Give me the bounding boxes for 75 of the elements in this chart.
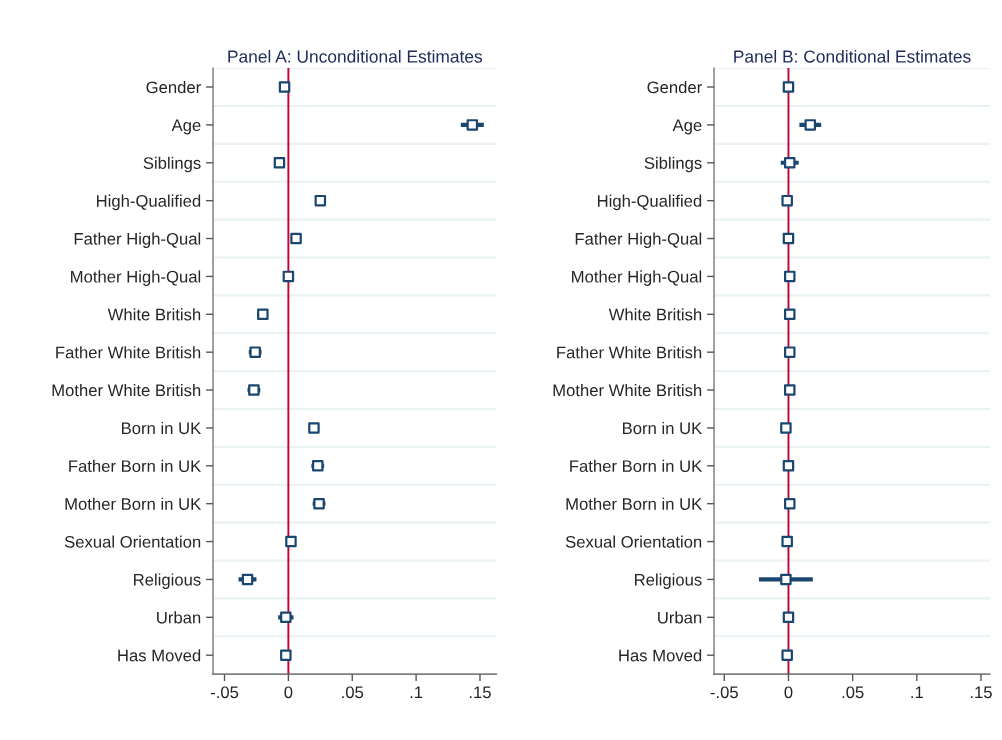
y-tick-label: Gender: [146, 80, 201, 94]
point: [781, 194, 793, 207]
chart-title: Panel B: Conditional Estimates: [734, 49, 971, 63]
point: [804, 119, 817, 131]
x-tick-label: .05: [342, 686, 364, 699]
point: [780, 573, 792, 586]
y-tick-label: Sexual Orientation: [64, 535, 201, 548]
y-tick-label: Father High-Qual: [74, 232, 201, 249]
y-tick-label: Age: [672, 119, 702, 135]
y-tick-label: Siblings: [644, 156, 702, 173]
x-tick-label: .1: [410, 686, 423, 699]
point: [280, 649, 292, 661]
point: [249, 346, 261, 358]
y-tick-label: Gender: [647, 80, 702, 94]
point: [257, 308, 269, 321]
point: [280, 611, 292, 624]
x-tick-label: .05: [842, 686, 864, 699]
point: [241, 573, 254, 586]
y-tick-label: Religious: [635, 573, 702, 589]
point: [285, 535, 297, 548]
point: [783, 346, 796, 358]
x-tick-label: 0: [284, 686, 293, 699]
point: [783, 157, 796, 169]
y-tick-label: Father White British: [56, 346, 201, 359]
point: [780, 422, 792, 434]
point: [783, 308, 796, 321]
y-tick-label: Mother Born in UK: [566, 497, 703, 510]
y-tick-label: Mother White British: [553, 384, 702, 397]
y-tick-label: Father Born in UK: [69, 459, 202, 473]
point: [308, 422, 320, 434]
point: [313, 497, 325, 510]
y-tick-label: Mother White British: [52, 384, 201, 397]
y-tick-label: High-Qualified: [96, 194, 201, 211]
point: [314, 194, 327, 207]
point: [783, 497, 796, 510]
chart-title: Panel A: Unconditional Estimates: [228, 49, 483, 63]
y-tick-label: Father Born in UK: [570, 459, 703, 473]
point: [782, 81, 795, 93]
point: [781, 535, 793, 548]
x-tick-label: .15: [469, 686, 491, 699]
y-tick-label: White British: [107, 308, 201, 321]
y-tick-label: Religious: [134, 573, 201, 589]
point: [312, 460, 324, 472]
y-tick-label: Siblings: [143, 156, 201, 173]
y-tick-label: Urban: [157, 611, 201, 624]
point: [278, 81, 291, 93]
point: [782, 460, 795, 472]
point: [783, 384, 796, 396]
y-tick-label: Mother High-Qual: [572, 270, 702, 286]
y-tick-label: Sexual Orientation: [565, 535, 702, 548]
x-tick-label: 0: [784, 686, 793, 699]
y-tick-label: Has Moved: [118, 649, 201, 662]
point: [466, 119, 479, 131]
y-tick-label: Mother High-Qual: [71, 270, 201, 286]
point: [290, 232, 302, 245]
y-tick-label: Age: [171, 119, 201, 135]
y-tick-label: Father High-Qual: [575, 232, 702, 249]
x-tick-label: -.05: [710, 686, 738, 699]
x-tick-label: -.05: [210, 686, 239, 699]
x-tick-label: .15: [970, 686, 992, 699]
y-tick-label: Urban: [658, 611, 702, 624]
y-tick-label: Born in UK: [623, 421, 703, 435]
y-tick-label: White British: [608, 308, 702, 321]
x-tick-label: .1: [911, 686, 923, 699]
y-tick-label: Mother Born in UK: [65, 497, 202, 510]
y-tick-label: Born in UK: [122, 421, 202, 435]
y-tick-label: Father White British: [557, 346, 702, 359]
point: [781, 649, 793, 661]
point: [783, 270, 796, 283]
point: [273, 157, 286, 169]
point: [782, 611, 795, 624]
y-tick-label: Has Moved: [619, 649, 702, 662]
y-tick-label: High-Qualified: [597, 194, 702, 211]
point: [782, 232, 795, 245]
point: [282, 270, 295, 283]
